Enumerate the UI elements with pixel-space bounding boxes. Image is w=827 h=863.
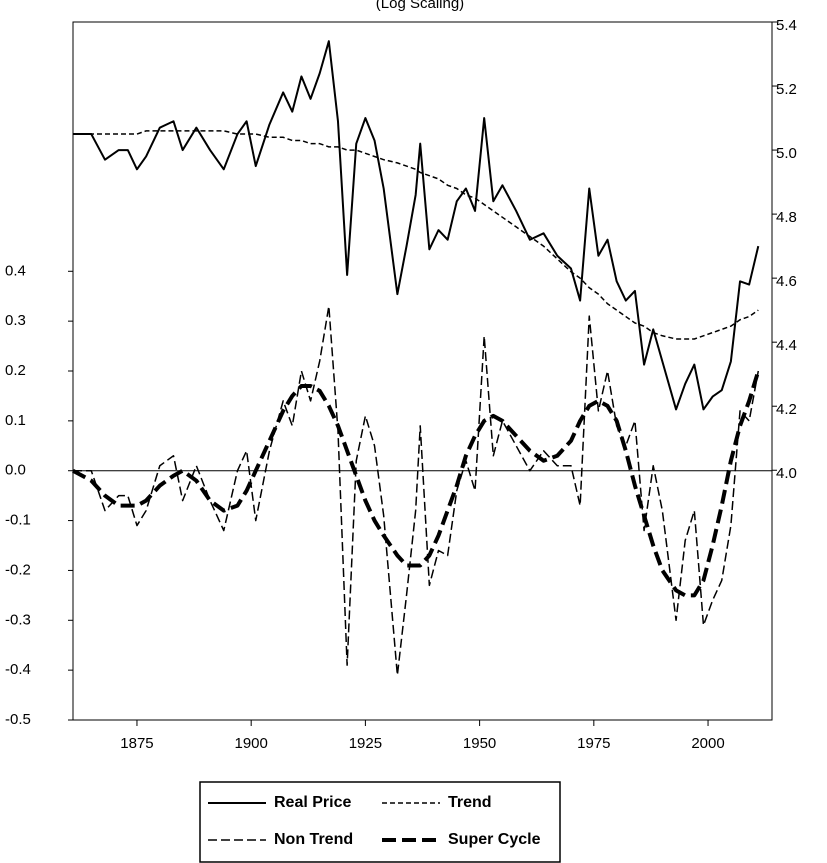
y-tick-label: -0.3 bbox=[5, 611, 31, 628]
x-tick-label: 2000 bbox=[691, 735, 724, 752]
y-tick-label: -0.1 bbox=[5, 512, 31, 529]
chart-title: (Log Scaling) bbox=[376, 0, 464, 12]
y2-tick-label: 4.8 bbox=[776, 209, 797, 226]
y2-tick-label: 4.0 bbox=[776, 465, 797, 482]
y2-tick-label: 4.6 bbox=[776, 273, 797, 290]
y-tick-label: 0.1 bbox=[5, 412, 26, 429]
x-tick-label: 1900 bbox=[234, 735, 267, 752]
y2-tick-label: 4.2 bbox=[776, 401, 797, 418]
y-tick-label: 0.2 bbox=[5, 362, 26, 379]
y2-tick-label: 5.4 bbox=[776, 17, 797, 34]
legend-label: Super Cycle bbox=[448, 831, 541, 848]
y2-tick-label: 5.2 bbox=[776, 81, 797, 98]
series-line bbox=[73, 40, 760, 411]
y-tick-label: 0.0 bbox=[5, 462, 26, 479]
y-tick-label: -0.4 bbox=[5, 661, 31, 678]
y-tick-label: -0.2 bbox=[5, 561, 31, 578]
plot-frame bbox=[72, 21, 773, 721]
y-tick-label: -0.5 bbox=[5, 711, 31, 728]
y-tick-label: 0.3 bbox=[5, 312, 26, 329]
x-tick-label: 1925 bbox=[349, 735, 382, 752]
legend-label: Real Price bbox=[274, 794, 351, 811]
x-tick-label: 1975 bbox=[577, 735, 610, 752]
legend-box bbox=[199, 781, 561, 863]
series-line bbox=[73, 305, 760, 676]
legend-label: Trend bbox=[448, 794, 492, 811]
legend-label: Non Trend bbox=[274, 831, 353, 848]
y2-tick-label: 4.4 bbox=[776, 337, 797, 354]
legend: Real Price Trend Non Trend Super Cycle bbox=[199, 781, 561, 863]
series-line bbox=[73, 130, 759, 340]
y2-tick-label: 5.0 bbox=[776, 145, 797, 162]
x-tick-label: 1875 bbox=[120, 735, 153, 752]
series-line bbox=[72, 370, 761, 598]
y-tick-label: 0.4 bbox=[5, 262, 26, 279]
x-tick-label: 1950 bbox=[463, 735, 496, 752]
